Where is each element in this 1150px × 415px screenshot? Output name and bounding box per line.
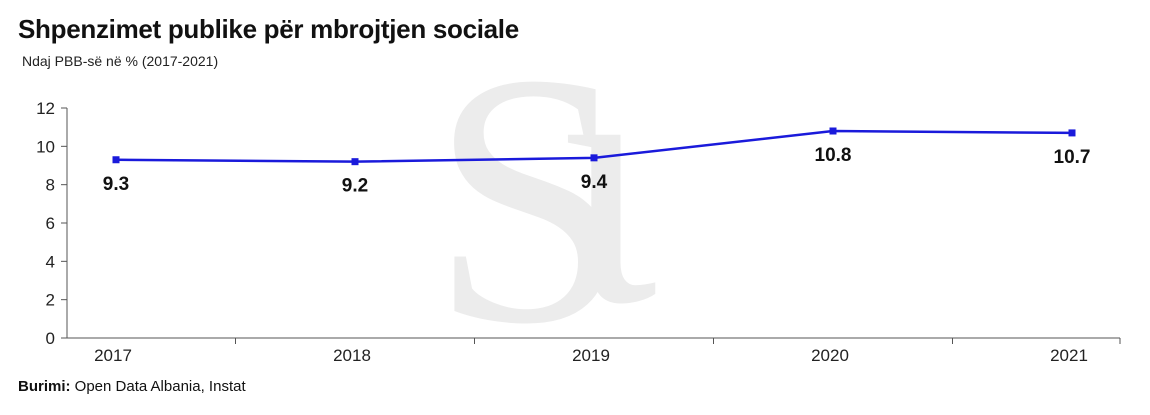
- y-tick-label: 6: [46, 214, 55, 233]
- y-tick-label: 2: [46, 291, 55, 310]
- chart-title: Shpenzimet publike për mbrojtjen sociale: [18, 14, 519, 44]
- data-point: [112, 156, 120, 164]
- data-point: [1068, 129, 1076, 137]
- watermark-s-glyph: S: [430, 0, 630, 398]
- x-tick-label: 2020: [811, 346, 849, 365]
- x-tick-label: 2017: [94, 346, 132, 365]
- data-label: 10.7: [1054, 147, 1091, 168]
- axes: 0 2 4 6 8 10 12 2017 2018 2019 2020 2021: [36, 99, 1121, 365]
- y-tick-label: 0: [46, 329, 55, 348]
- y-tick-label: 12: [36, 99, 55, 118]
- data-label: 10.8: [815, 145, 852, 166]
- data-point: [829, 127, 837, 135]
- data-label: 9.4: [581, 172, 608, 193]
- data-label: 9.2: [342, 176, 368, 197]
- watermark-logo: S ɩ: [430, 0, 657, 398]
- y-tick-label: 10: [36, 137, 55, 156]
- data-label: 9.3: [103, 174, 129, 195]
- series-layer: [112, 127, 1076, 166]
- source-text: Open Data Albania, Instat: [70, 378, 246, 395]
- data-labels: 9.3 9.2 9.4 10.8 10.7: [103, 145, 1091, 197]
- watermark-i-glyph: ɩ: [560, 0, 657, 378]
- source-note: Burimi: Open Data Albania, Instat: [18, 378, 246, 395]
- x-tick-label: 2019: [572, 346, 610, 365]
- y-tick-label: 8: [46, 176, 55, 195]
- data-point: [590, 154, 598, 162]
- chart-subtitle: Ndaj PBB-së në % (2017-2021): [22, 53, 219, 69]
- x-tick-label: 2018: [333, 346, 371, 365]
- source-label: Burimi:: [18, 378, 71, 395]
- x-tick-label: 2021: [1050, 346, 1088, 365]
- y-tick-label: 4: [46, 252, 55, 271]
- data-point: [351, 158, 359, 166]
